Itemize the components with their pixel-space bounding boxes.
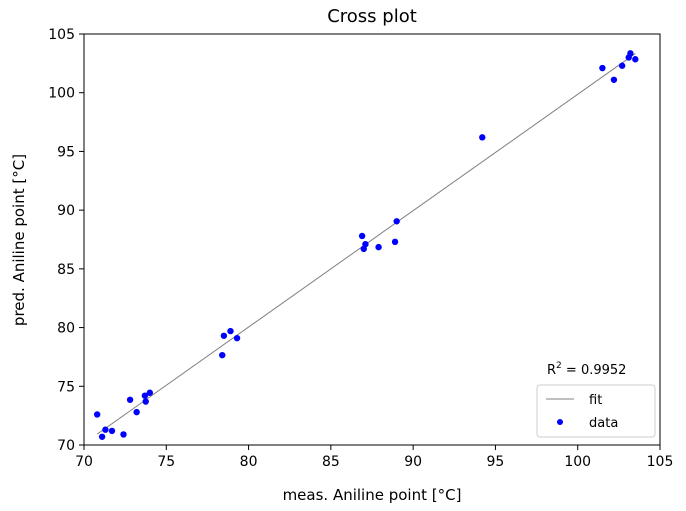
data-point: [220, 332, 228, 339]
data-point: [360, 245, 367, 253]
data-point: [108, 427, 116, 435]
x-tick-label: 90: [404, 454, 422, 470]
data-point: [358, 232, 366, 240]
x-tick-label: 85: [322, 454, 340, 470]
data-point: [599, 64, 606, 72]
data-point: [618, 62, 626, 69]
x-tick-label: 95: [487, 454, 505, 470]
x-tick-label: 100: [564, 454, 591, 470]
data-point: [625, 54, 632, 61]
legend-data-label: data: [589, 416, 618, 431]
data-point: [375, 243, 382, 251]
x-tick-label: 80: [240, 454, 258, 470]
y-tick-label: 85: [57, 262, 75, 278]
y-tick-label: 95: [57, 144, 75, 160]
data-point: [610, 76, 618, 83]
x-tick-label: 75: [157, 454, 175, 470]
legend-box: [536, 384, 656, 438]
x-axis-label: meas. Aniline point [°C]: [283, 486, 462, 504]
data-point: [133, 408, 140, 416]
legend-data-swatch: [557, 419, 563, 425]
data-point: [632, 56, 639, 63]
y-tick-label: 70: [57, 438, 75, 454]
chart-title: Cross plot: [327, 6, 417, 27]
data-point: [219, 351, 226, 359]
data-point: [98, 433, 106, 440]
data-point: [479, 134, 486, 141]
data-point: [93, 411, 101, 418]
y-tick-label: 75: [57, 379, 75, 395]
legend: fit data: [536, 384, 656, 438]
plot-frame: [83, 33, 661, 446]
x-tick-label: 70: [75, 454, 93, 470]
data-point: [391, 238, 399, 246]
data-point: [126, 396, 134, 403]
legend-fit-label: fit: [589, 393, 602, 408]
data-point: [142, 398, 149, 405]
y-tick-label: 105: [48, 27, 75, 43]
data-point: [393, 218, 400, 225]
data-point: [146, 389, 154, 396]
y-axis-label: pred. Aniline point [°C]: [10, 154, 28, 326]
r2-annotation: R2 = 0.9952: [547, 361, 626, 378]
data-point: [102, 426, 109, 433]
y-tick-label: 90: [57, 203, 75, 219]
x-tick-label: 105: [647, 454, 674, 470]
y-tick-label: 80: [57, 321, 75, 337]
data-point: [227, 327, 234, 335]
data-point: [120, 431, 127, 438]
data-point: [233, 334, 241, 342]
data-point: [141, 392, 149, 399]
y-tick-label: 100: [48, 86, 75, 102]
